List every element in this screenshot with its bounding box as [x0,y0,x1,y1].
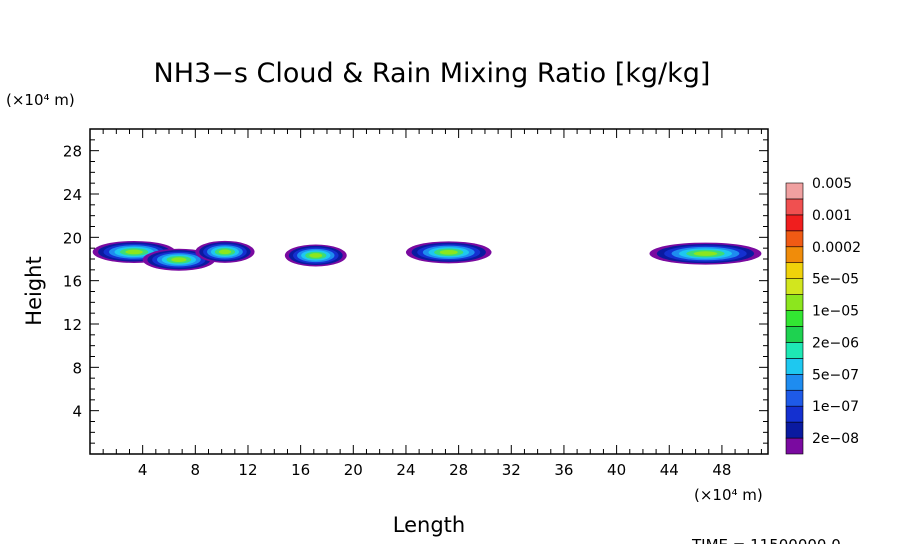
cloud-contour [439,250,458,255]
colorbar-swatch [785,230,804,248]
colorbar-label: 2e−08 [812,431,859,447]
cloud-patch [195,240,255,263]
x-tick-label: 24 [396,461,415,479]
colorbar-label: 5e−05 [812,272,859,288]
colorbar-label: 0.001 [812,208,852,224]
cloud-patch [405,241,492,264]
colorbar-swatch [785,373,804,391]
colorbar-swatch [785,294,804,311]
cloud-contour [693,251,718,256]
colorbar-swatch [785,262,804,279]
x-axis: 4 8 12 16 20 24 28 32 36 40 44 48 [102,129,762,479]
y-tick-label: 28 [63,143,82,161]
y-axis-unit: (×10⁴ m) [6,91,75,109]
y-tick-label: 4 [72,403,82,421]
colorbar-swatch [785,437,804,455]
colorbar-swatch [785,182,804,200]
colorbar-label: 2e−06 [812,335,859,351]
x-tick-label: 36 [554,461,573,479]
x-tick-label: 12 [238,461,257,479]
y-axis-label: Height [22,256,46,325]
colorbar-swatch [785,278,804,295]
colorbar-swatch [785,389,804,407]
y-tick-label: 16 [63,273,82,291]
colorbar-swatch [785,246,804,264]
x-tick-label: 16 [291,461,310,479]
x-axis-unit: (×10⁴ m) [694,486,763,504]
cloud-contour [218,249,232,255]
chart-title: NH3−s Cloud & Rain Mixing Ratio [kg/kg] [154,58,711,89]
colorbar-label: 1e−07 [812,399,859,415]
x-tick-label: 28 [449,461,468,479]
y-tick-label: 8 [72,359,82,377]
y-tick-label: 24 [63,186,82,204]
x-tick-label: 8 [191,461,201,479]
cloud-field [92,240,762,271]
colorbar-swatch [785,310,804,327]
colorbar: 2e−08 1e−07 5e−07 2e−06 1e−05 5e−05 0.0002 0.00… [785,176,861,455]
cloud-contour [125,249,143,255]
y-axis: 4 8 12 16 20 24 28 [63,139,768,444]
cloud-contour [309,253,323,258]
plot-frame [89,128,769,455]
cloud-patch [284,244,347,267]
colorbar-swatch [785,421,804,439]
x-tick-label: 20 [344,461,363,479]
colorbar-label: 5e−07 [812,367,859,383]
colorbar-swatch [785,342,804,359]
cloud-contour [171,257,187,263]
colorbar-swatch [785,198,804,216]
y-tick-label: 20 [63,229,82,247]
cloud-patch [649,242,762,265]
colorbar-swatch [785,214,804,232]
colorbar-swatch [785,405,804,423]
colorbar-label: 0.005 [812,176,852,192]
x-tick-label: 48 [712,461,731,479]
colorbar-swatch [785,326,804,343]
colorbar-label: 1e−05 [812,304,859,320]
time-footer: TIME = 11500000.0 [691,536,841,544]
x-tick-label: 4 [138,461,148,479]
colorbar-swatch [785,358,804,375]
x-tick-label: 44 [660,461,679,479]
x-tick-label: 40 [607,461,626,479]
x-tick-label: 32 [502,461,521,479]
colorbar-label: 0.0002 [812,240,861,256]
y-tick-label: 12 [63,316,82,334]
x-axis-label: Length [393,513,465,537]
